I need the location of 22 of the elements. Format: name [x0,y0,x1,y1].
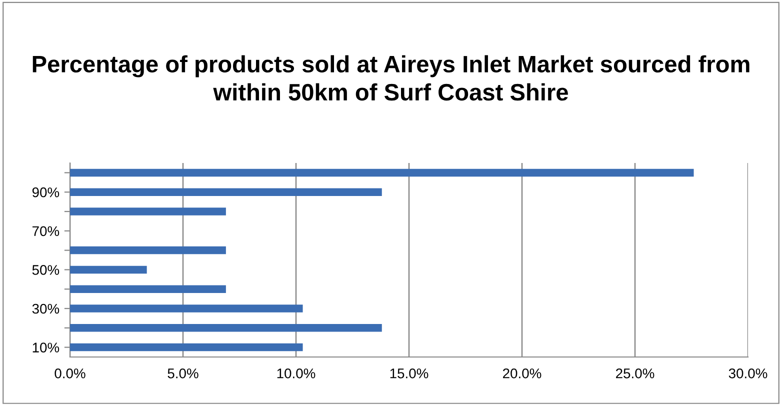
bar [70,285,226,293]
y-tick-label: 70% [32,226,60,236]
x-tick-label: 15.0% [390,368,428,378]
bar [70,266,147,274]
bar [70,246,226,254]
chart-title: Percentage of products sold at Aireys Inlet Market sourced from within 50km of Surf Coast Shire [32,55,750,101]
y-tick-label: 30% [32,304,60,314]
x-tick-label: 5.0% [168,368,198,378]
y-tick-label: 50% [32,265,60,275]
x-tick-label: 25.0% [616,368,654,378]
bar [70,208,226,216]
x-tick-label: 0.0% [54,368,86,378]
bar [70,188,382,196]
x-tick-label: 30.0% [728,368,768,378]
bar [70,324,382,332]
x-tick-label: 10.0% [277,368,316,378]
bar [70,168,694,177]
bar [70,343,303,352]
y-tick-label: 90% [32,187,60,198]
x-tick-label: 20.0% [503,368,542,378]
y-tick-label: 10% [32,342,60,352]
bar [70,304,303,312]
